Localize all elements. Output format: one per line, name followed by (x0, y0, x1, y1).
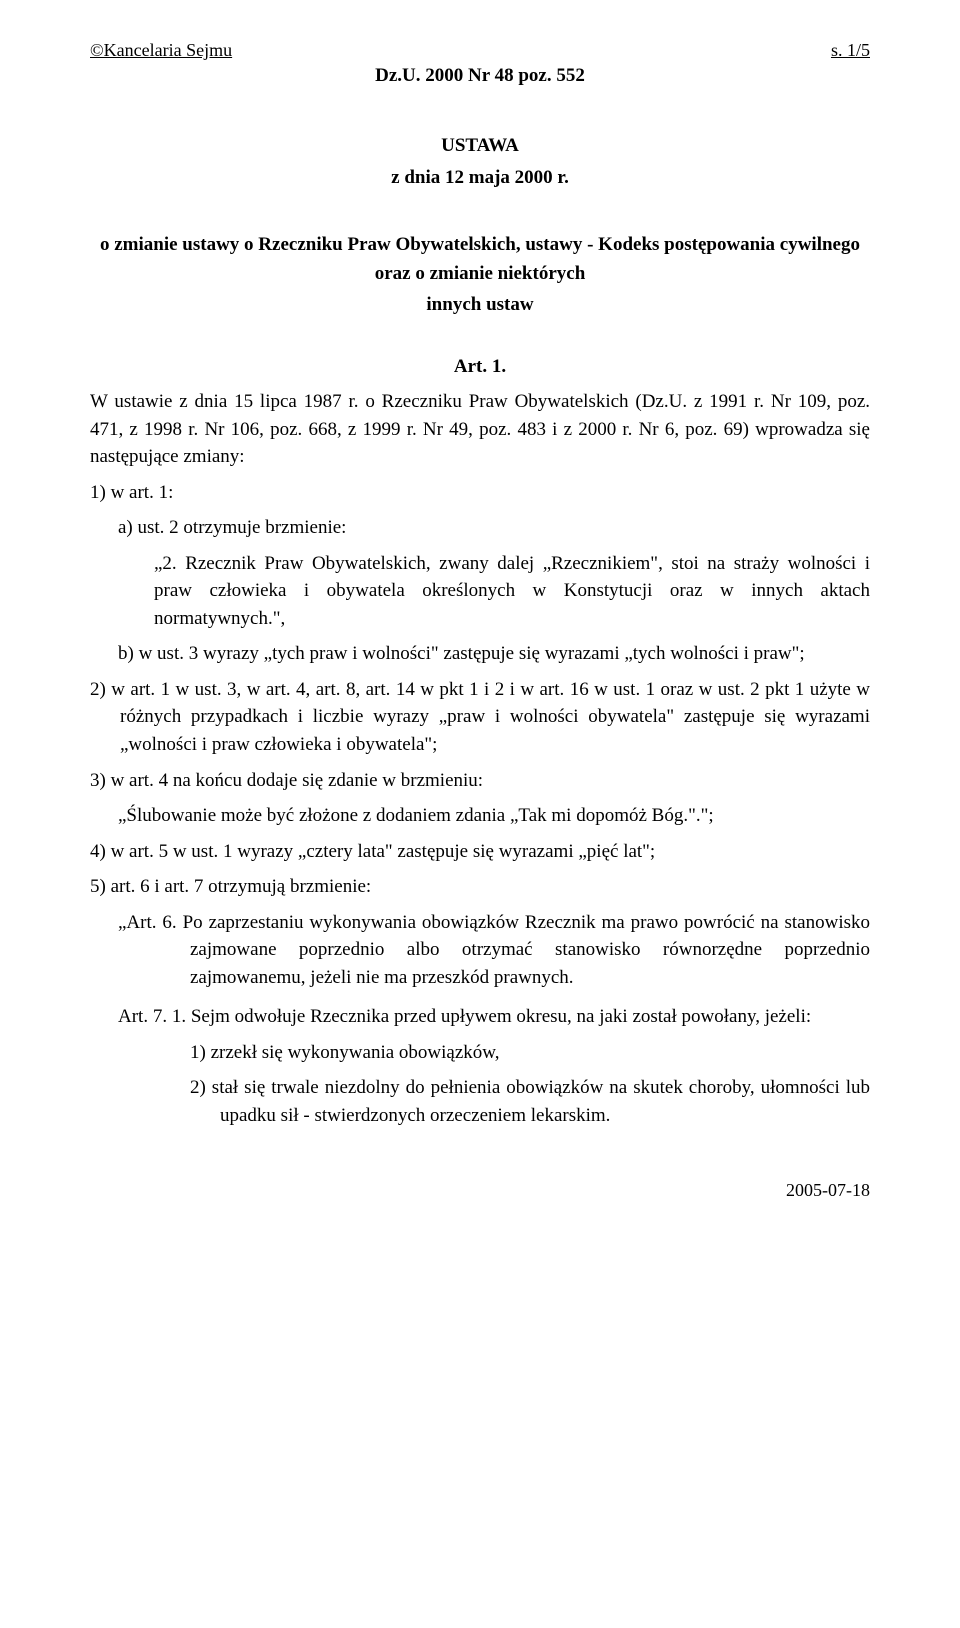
point-5-art7: Art. 7. 1. Sejm odwołuje Rzecznika przed… (118, 1003, 870, 1031)
page-header: ©Kancelaria Sejmu s. 1/5 (90, 40, 870, 61)
journal-reference: Dz.U. 2000 Nr 48 poz. 552 (90, 65, 870, 87)
point-3: 3) w art. 4 na końcu dodaje się zdanie w… (90, 767, 870, 795)
document-page: ©Kancelaria Sejmu s. 1/5 Dz.U. 2000 Nr 4… (0, 0, 960, 1241)
point-2: 2) w art. 1 w ust. 3, w art. 4, art. 8, … (90, 676, 870, 759)
act-title-line1: o zmianie ustawy o Rzeczniku Praw Obywat… (90, 231, 870, 288)
point-1a-quote: „2. Rzecznik Praw Obywatelskich, zwany d… (154, 550, 870, 633)
point-1a: a) ust. 2 otrzymuje brzmienie: (118, 514, 870, 542)
act-heading: USTAWA (90, 135, 870, 157)
act-title-line2: innych ustaw (90, 294, 870, 316)
footer-date: 2005-07-18 (90, 1180, 870, 1201)
header-left: ©Kancelaria Sejmu (90, 40, 232, 61)
article-heading: Art. 1. (90, 356, 870, 378)
header-right: s. 1/5 (831, 40, 870, 61)
point-4: 4) w art. 5 w ust. 1 wyrazy „cztery lata… (90, 838, 870, 866)
intro-paragraph: W ustawie z dnia 15 lipca 1987 r. o Rzec… (90, 388, 870, 471)
act-date: z dnia 12 maja 2000 r. (90, 167, 870, 189)
point-1: 1) w art. 1: (90, 479, 870, 507)
point-1b: b) w ust. 3 wyrazy „tych praw i wolności… (118, 640, 870, 668)
point-5: 5) art. 6 i art. 7 otrzymują brzmienie: (90, 873, 870, 901)
point-5-art6: „Art. 6. Po zaprzestaniu wykonywania obo… (118, 909, 870, 992)
point-3-quote: „Ślubowanie może być złożone z dodaniem … (118, 802, 870, 830)
point-5-art7-1: 1) zrzekł się wykonywania obowiązków, (190, 1039, 870, 1067)
point-5-art7-2: 2) stał się trwale niezdolny do pełnieni… (190, 1074, 870, 1129)
